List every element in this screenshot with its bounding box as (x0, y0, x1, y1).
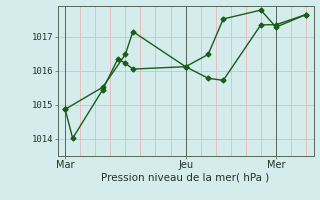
X-axis label: Pression niveau de la mer( hPa ): Pression niveau de la mer( hPa ) (101, 173, 270, 183)
